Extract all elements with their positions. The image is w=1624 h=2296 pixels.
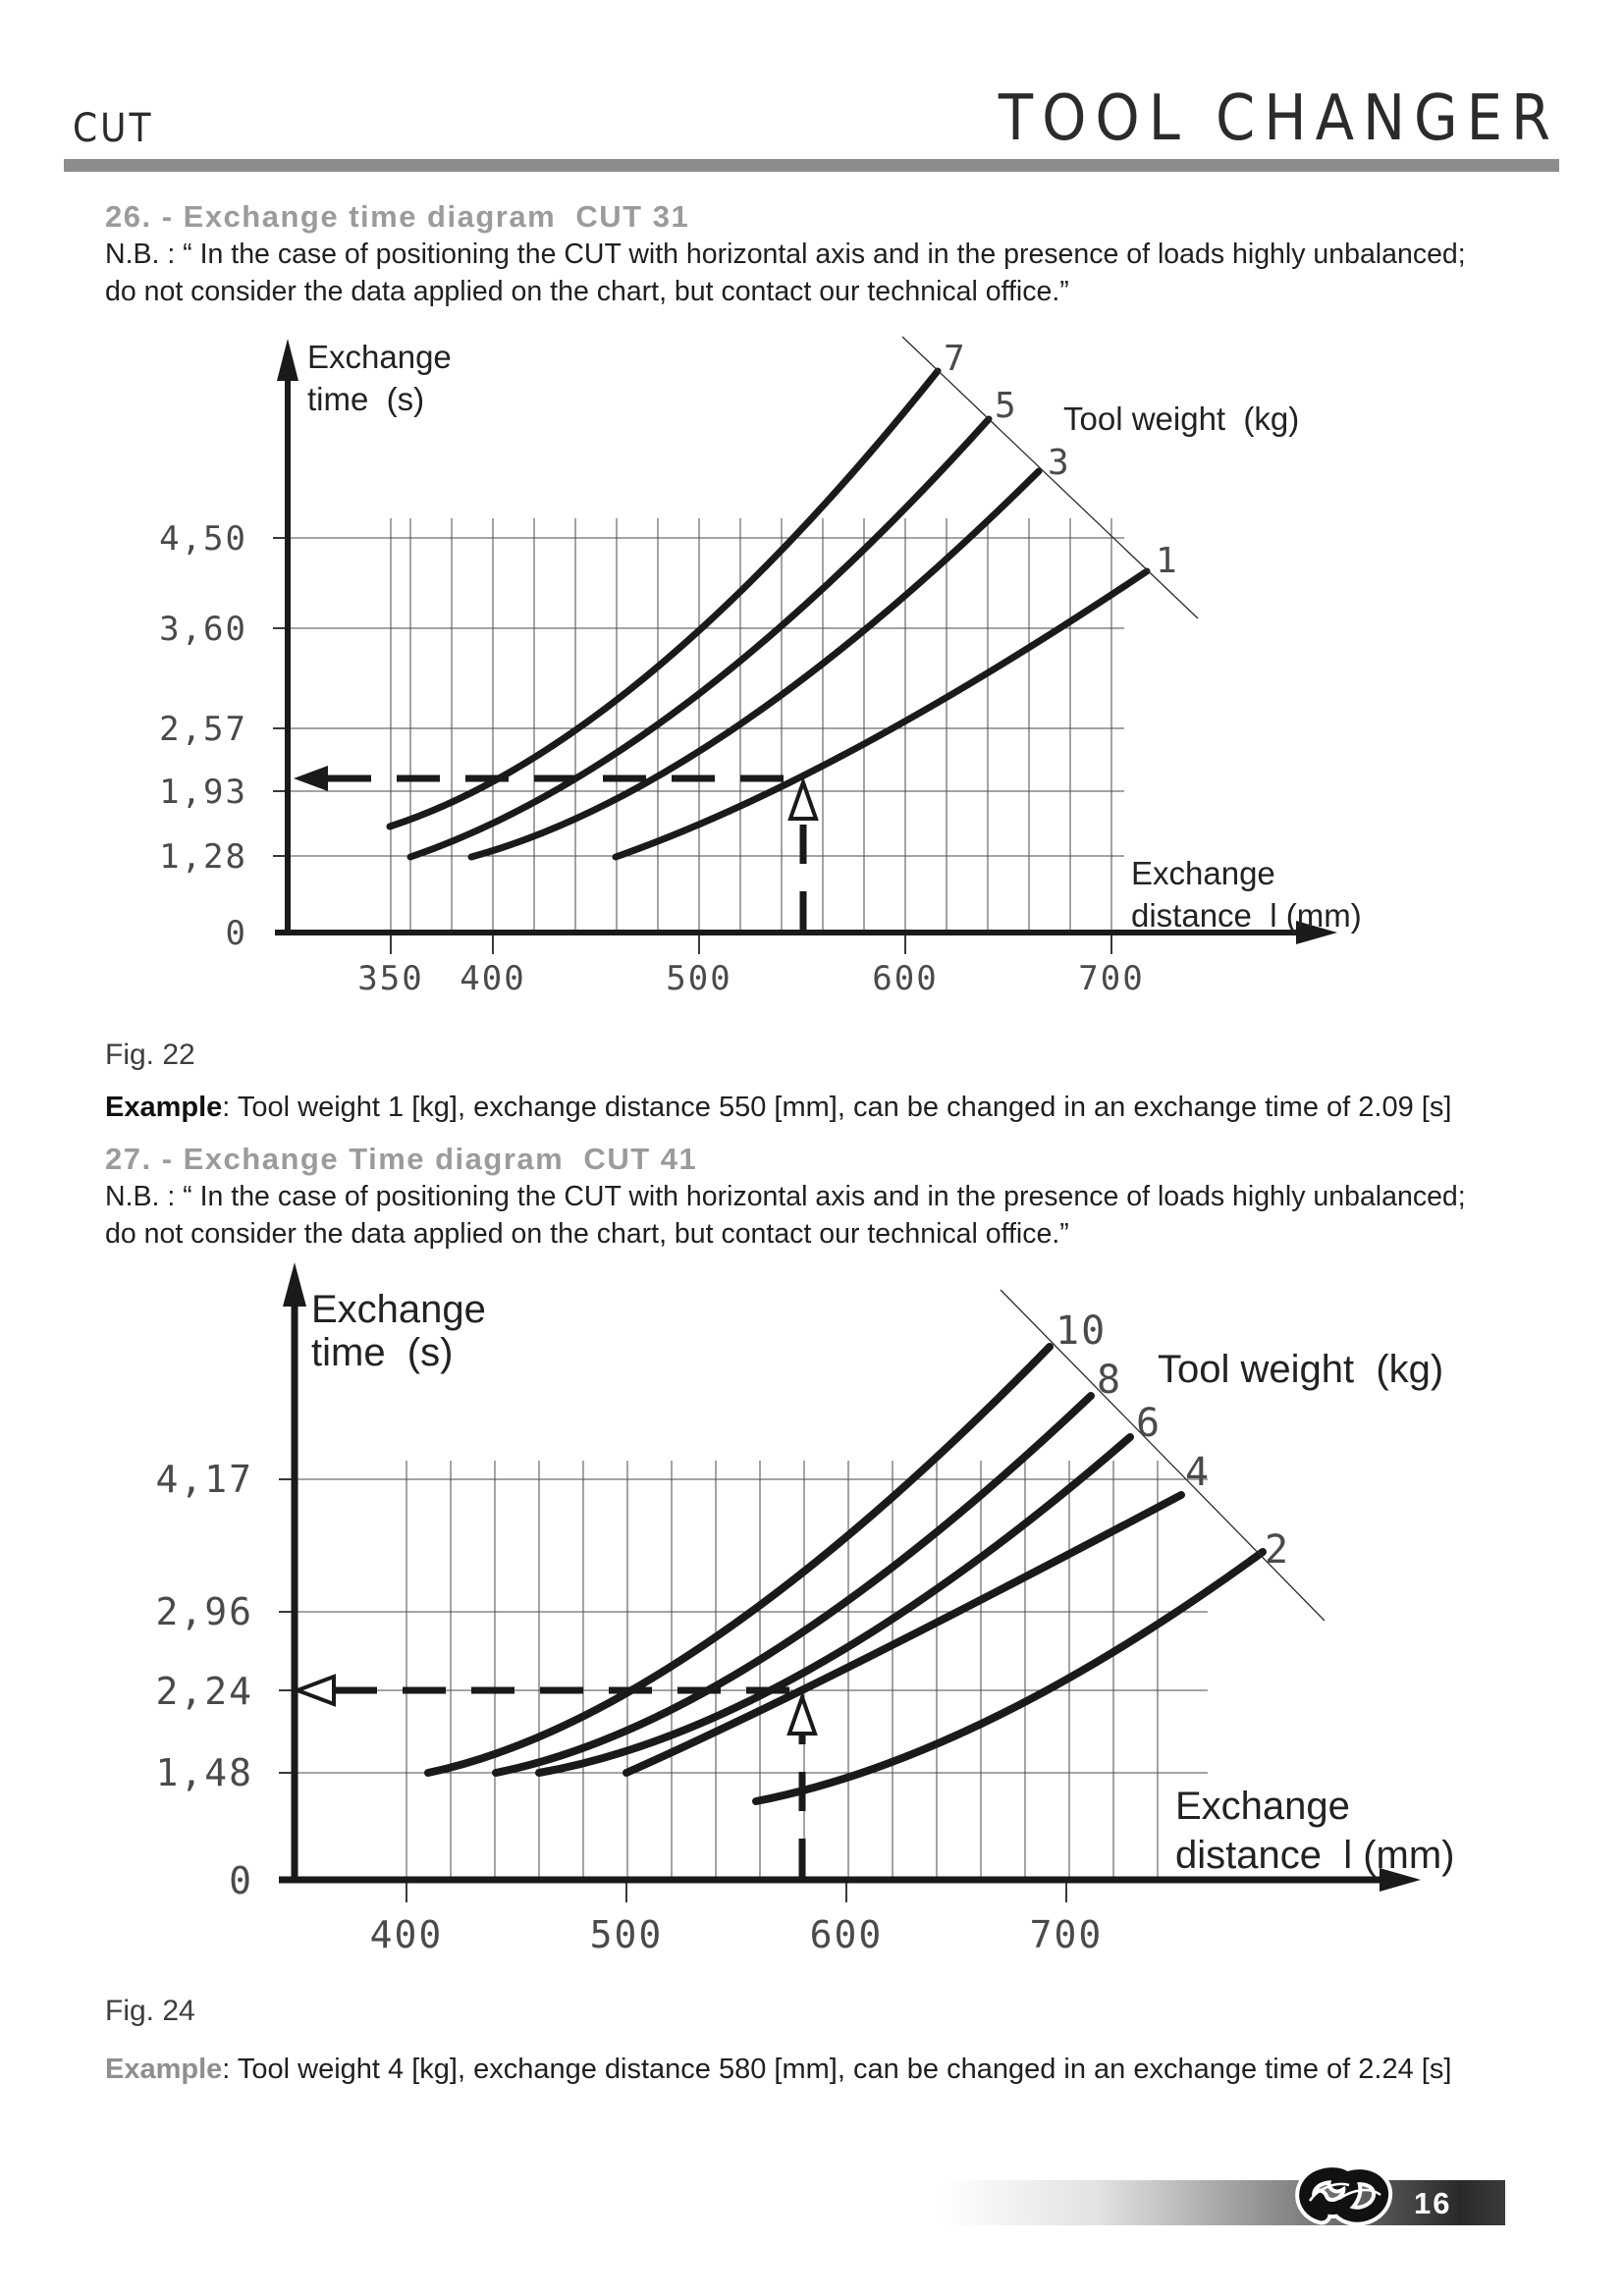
curve-3kg [467, 467, 1043, 861]
weight-callout-label: 7 [944, 339, 967, 379]
section-27-note: N.B. : “ In the case of positioning the … [105, 1178, 1519, 1253]
nb-line: N.B. : “ In the case of positioning the … [105, 239, 1466, 270]
x-axis-arrow-icon [1380, 1868, 1421, 1892]
example-text: : Tool weight 1 [kg], exchange distance … [222, 1092, 1452, 1123]
x-axis-ticks [406, 1880, 1067, 1902]
example-text: : Tool weight 4 [kg], exchange distance … [222, 2054, 1452, 2085]
weight-callout-label: 10 [1056, 1308, 1107, 1354]
fig-22-caption: Fig. 22 [105, 1039, 195, 1071]
curve-8kg [492, 1392, 1095, 1777]
y-axis-title-line2: time (s) [311, 1331, 453, 1374]
up-arrow-icon [786, 1690, 818, 1735]
x-axis-title-line2: distance l (mm) [1175, 1834, 1455, 1877]
vertical-gridlines [390, 518, 1112, 933]
left-arrow-icon [294, 766, 328, 791]
y-axis-ticks [279, 1478, 295, 1774]
left-arrow-icon [292, 1674, 336, 1707]
example-label: Example [105, 1092, 223, 1123]
y-axis-ticks [273, 537, 290, 857]
x-tick-label: 400 [370, 1913, 444, 1956]
x-tick-label: 700 [1078, 959, 1144, 998]
product-name: CUT [73, 106, 154, 151]
y-tick-label: 4,17 [155, 1458, 253, 1501]
example-cut41: Example: Tool weight 4 [kg], exchange di… [105, 2054, 1451, 2086]
x-tick-label: 700 [1030, 1913, 1104, 1956]
y-tick-label: 2,96 [155, 1590, 253, 1633]
weight-callout-label: 1 [1156, 541, 1179, 581]
x-axis-title-line1: Exchange [1131, 855, 1275, 891]
curve-2kg [752, 1548, 1267, 1805]
weight-callout-label: 8 [1097, 1358, 1122, 1403]
x-axis-ticks [390, 933, 1112, 954]
y-tick-label: 2,57 [159, 710, 247, 749]
vertical-gridlines [406, 1461, 1159, 1880]
y-tick-label: 2,24 [155, 1670, 253, 1713]
nb-line: do not consider the data applied on the … [105, 276, 1069, 307]
x-tick-label: 600 [872, 959, 938, 998]
x-tick-label: 500 [590, 1913, 664, 1956]
y-tick-label: 3,60 [159, 610, 247, 649]
cut41-exchange-time-chart: 4,17 2,96 2,24 1,48 0 400 500 600 700 Ex… [155, 1262, 1455, 1956]
document-title: TOOL CHANGER [998, 82, 1559, 155]
x-axis-arrow-icon [1296, 921, 1337, 944]
x-tick-label: 600 [810, 1913, 884, 1956]
y-tick-label: 1,48 [155, 1751, 253, 1794]
weight-callout-label: 2 [1265, 1527, 1290, 1573]
fig-24-caption: Fig. 24 [105, 1995, 195, 2027]
page-number: 16 [1414, 2186, 1452, 2220]
y-tick-label: 1,28 [159, 837, 247, 877]
curve-1kg [612, 567, 1151, 861]
footer-bar [941, 2180, 1505, 2225]
weight-callout-label: 3 [1048, 443, 1071, 483]
example-cut31: Example: Tool weight 1 [kg], exchange di… [105, 1092, 1451, 1124]
x-axis-title-line1: Exchange [1175, 1785, 1350, 1828]
up-arrow-icon [787, 775, 819, 821]
brand-logo-icon [1295, 2163, 1393, 2226]
y-tick-label: 0 [229, 1859, 253, 1902]
nb-line: do not consider the data applied on the … [105, 1218, 1069, 1250]
curve-10kg [424, 1343, 1054, 1777]
section-26-note: N.B. : “ In the case of positioning the … [105, 236, 1519, 310]
y-tick-label: 1,93 [159, 773, 247, 812]
y-axis-arrow-icon [277, 339, 298, 381]
x-tick-label: 350 [357, 959, 423, 998]
y-axis-title-line1: Exchange [311, 1288, 486, 1331]
weight-callout-label: 5 [995, 386, 1018, 426]
y-axis-title-line2: time (s) [307, 381, 424, 417]
x-tick-label: 500 [666, 959, 731, 998]
weight-callout-label: 6 [1136, 1401, 1162, 1446]
tool-weight-callout-line [901, 336, 1199, 619]
curve-5kg [406, 415, 993, 861]
weight-callout-label: 4 [1185, 1450, 1211, 1495]
y-tick-label: 4,50 [159, 519, 247, 559]
header-rule [64, 159, 1559, 172]
y-axis-arrow-icon [283, 1262, 306, 1307]
curve-6kg [535, 1433, 1134, 1777]
section-27-heading: 27. - Exchange Time diagram CUT 41 [105, 1142, 698, 1176]
x-tick-label: 400 [460, 959, 525, 998]
x-axis-title-line2: distance l (mm) [1131, 897, 1362, 934]
cut31-exchange-time-chart: 4,50 3,60 2,57 1,93 1,28 0 350 400 500 6… [159, 336, 1362, 998]
curve-4kg [623, 1491, 1185, 1777]
y-tick-label: 0 [226, 914, 247, 953]
example-label: Example [105, 2054, 223, 2085]
tool-weight-callout-line [1000, 1289, 1326, 1622]
legend-label: Tool weight (kg) [1063, 400, 1299, 437]
y-axis-title-line1: Exchange [307, 339, 452, 375]
curve-7kg [386, 367, 942, 830]
section-26-heading: 26. - Exchange time diagram CUT 31 [105, 199, 690, 234]
legend-label: Tool weight (kg) [1158, 1348, 1443, 1391]
nb-line: N.B. : “ In the case of positioning the … [105, 1181, 1466, 1212]
